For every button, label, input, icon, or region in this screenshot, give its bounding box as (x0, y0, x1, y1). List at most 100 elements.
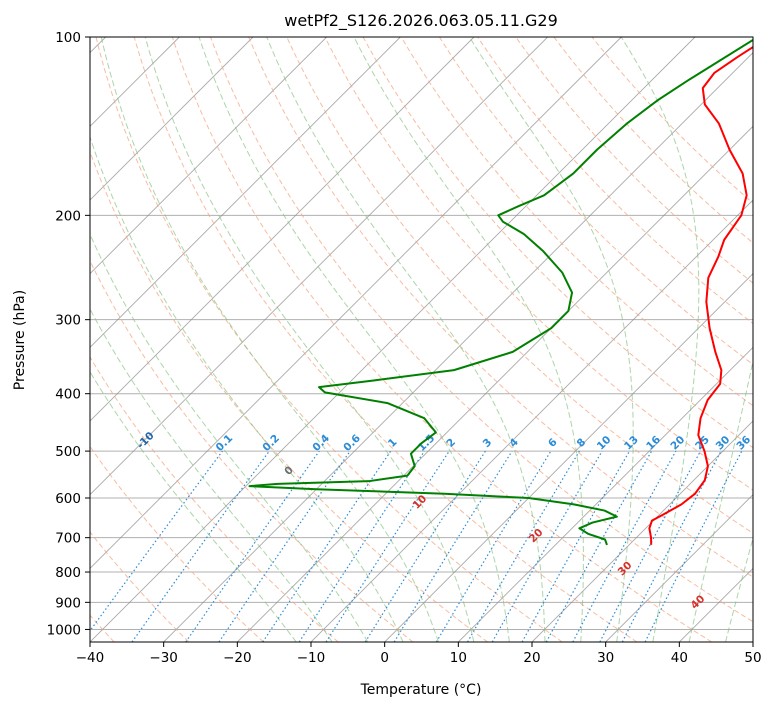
mixing-ratio-line (364, 450, 486, 642)
dry-adiabats (90, 37, 753, 642)
y-axis-ticks: 1000 900 800 700 600 500 400 300 200 100 (47, 30, 90, 638)
mixing-ratio-label: 20 (668, 434, 687, 453)
y-tick-label: 400 (55, 387, 81, 403)
dry-adiabat (400, 37, 753, 407)
x-tick-label: 0 (380, 650, 389, 666)
mixing-ratio-line (521, 450, 631, 642)
mixing-ratio-label: 10 (595, 434, 614, 453)
dry-adiabat (248, 37, 753, 578)
x-tick-label: 20 (523, 650, 540, 666)
temperature-profile (648, 45, 753, 545)
dry-adiabat (133, 37, 638, 642)
moist-adiabat-label: 30 (616, 559, 635, 578)
dry-adiabat (95, 37, 563, 642)
y-tick-label: 100 (55, 30, 81, 46)
mixing-ratio-line (599, 450, 702, 642)
moist-adiabat (688, 358, 753, 642)
isotherm-line (752, 641, 753, 642)
dry-adiabat (515, 37, 753, 284)
dry-adiabat-label: -10 (135, 430, 157, 452)
isotherm-line (90, 37, 622, 569)
mixing-ratio-label: 2 (444, 436, 458, 450)
y-tick-label: 600 (55, 491, 81, 507)
mixing-ratio-label: 30 (714, 434, 733, 453)
dry-adiabat (210, 37, 753, 623)
isotherm-line (90, 37, 475, 422)
dry-adiabat (90, 531, 190, 642)
chart-title: wetPf2_S126.2026.063.05.11.G29 (284, 11, 558, 31)
mixing-ratio-line (185, 450, 320, 642)
mixing-ratio-line (545, 450, 653, 642)
y-axis-label: Pressure (hPa) (12, 290, 28, 390)
moist-adiabat-label: 10 (410, 493, 429, 512)
isotherm-line (90, 37, 401, 348)
mixing-ratio-line (325, 450, 450, 642)
isotherm-line (90, 37, 548, 496)
moist-adiabat (90, 308, 333, 642)
x-tick-label: −40 (76, 650, 105, 666)
moist-adiabat (90, 233, 369, 642)
plot-frame (89, 36, 754, 643)
isotherm-line (679, 567, 753, 642)
moist-adiabat (353, 37, 584, 642)
x-tick-label: −10 (297, 650, 326, 666)
moist-adiabats (90, 37, 753, 642)
isotherm-line (90, 37, 327, 275)
dry-adiabat (90, 259, 414, 642)
moist-adiabat (144, 37, 475, 642)
mixing-ratio-line (90, 450, 223, 632)
dry-adiabat (553, 37, 753, 244)
mixing-ratio-label: 8 (575, 436, 589, 450)
moist-adiabat (100, 37, 439, 642)
y-tick-label: 300 (55, 313, 81, 329)
mixing-ratio-line (262, 450, 392, 642)
moist-adiabat-label: 20 (527, 526, 546, 545)
x-axis-label: Temperature (°C) (360, 682, 482, 698)
y-tick-label: 200 (55, 208, 81, 224)
mixing-ratio-label: 13 (622, 434, 641, 453)
isotherm-line (90, 37, 254, 201)
profile-series (248, 38, 753, 546)
mixing-ratio-label: 3 (481, 436, 495, 450)
dewpoint-profile (248, 38, 753, 546)
mixing-ratio-line (435, 450, 552, 642)
mixing-ratio-line (466, 450, 580, 642)
moist-adiabat (620, 37, 700, 642)
moist-adiabat (266, 37, 546, 642)
moist-adiabat (198, 37, 510, 642)
dry-adiabat (362, 37, 753, 449)
y-tick-label: 700 (55, 531, 81, 547)
x-tick-label: 30 (597, 650, 614, 666)
x-tick-label: 50 (744, 650, 761, 666)
mixing-ratio-line (393, 450, 513, 642)
dry-adiabat (591, 37, 753, 204)
moist-adiabat (469, 37, 634, 642)
mixing-ratio-line (491, 450, 603, 642)
dry-adiabat (477, 37, 753, 325)
mixing-ratio-line (131, 450, 270, 642)
x-tick-label: 40 (671, 650, 688, 666)
x-axis-ticks: −40 −30 −20 −10 0 10 20 30 40 50 (76, 642, 762, 666)
isotherm-line (310, 199, 753, 642)
y-tick-label: 800 (55, 565, 81, 581)
y-tick-label: 1000 (47, 622, 81, 638)
mixing-ratio-line (621, 450, 722, 642)
mixing-ratio-line (218, 450, 351, 642)
mixing-ratio-label: 6 (546, 436, 560, 450)
mixing-ratio-lines (90, 450, 743, 642)
y-tick-label: 500 (55, 444, 81, 460)
dry-adiabat (439, 37, 753, 366)
dry-adiabat (324, 37, 753, 491)
isotherm-lines (90, 37, 753, 642)
reference-line-labels: 0.10.20.40.611.52346810131620253036-100-… (135, 430, 753, 612)
mixing-ratio-label: 16 (644, 434, 663, 453)
dry-adiabat (90, 150, 488, 642)
isotherm-line (531, 420, 753, 642)
x-tick-label: −30 (149, 650, 178, 666)
isotherm-line (384, 273, 753, 642)
isotherm-line (163, 52, 753, 642)
dry-adiabat (90, 445, 264, 642)
dry-adiabat (171, 37, 712, 642)
moist-adiabat (725, 536, 753, 642)
